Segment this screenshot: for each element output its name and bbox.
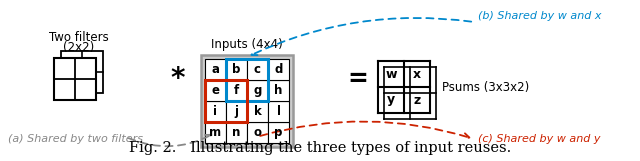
Bar	[226, 80, 247, 101]
Bar	[268, 122, 289, 143]
Bar	[268, 101, 289, 122]
Bar	[268, 80, 289, 101]
Bar	[226, 122, 247, 143]
Bar	[205, 122, 226, 143]
Bar	[247, 101, 268, 122]
Text: Two filters: Two filters	[49, 31, 108, 44]
Text: b: b	[232, 63, 241, 76]
Text: g: g	[253, 84, 262, 97]
Text: j: j	[234, 105, 239, 118]
Text: m: m	[209, 126, 221, 139]
Text: p: p	[275, 126, 283, 139]
Text: f: f	[234, 84, 239, 97]
Bar	[247, 59, 268, 80]
Text: w: w	[385, 67, 397, 80]
Bar	[268, 59, 289, 80]
Text: a: a	[211, 63, 220, 76]
Bar	[247, 122, 268, 143]
Bar	[226, 59, 247, 80]
Text: y: y	[387, 94, 395, 106]
Bar	[205, 80, 247, 122]
Text: Inputs (4x4): Inputs (4x4)	[211, 38, 283, 51]
Text: (b) Shared by w and x: (b) Shared by w and x	[478, 11, 602, 21]
Text: n: n	[232, 126, 241, 139]
Text: z: z	[413, 94, 420, 106]
Text: c: c	[254, 63, 261, 76]
Bar	[61, 51, 103, 93]
Text: k: k	[253, 105, 261, 118]
Text: (a) Shared by two filters: (a) Shared by two filters	[8, 134, 143, 144]
Bar	[54, 58, 96, 100]
Text: o: o	[253, 126, 262, 139]
Bar	[205, 80, 226, 101]
Bar	[226, 59, 268, 101]
Bar	[205, 59, 226, 80]
Text: d: d	[275, 63, 283, 76]
Text: *: *	[171, 65, 185, 93]
Text: (2x2): (2x2)	[63, 41, 94, 54]
Text: Fig. 2.   Illustrating the three types of input reuses.: Fig. 2. Illustrating the three types of …	[129, 141, 511, 155]
Bar	[205, 101, 226, 122]
Bar	[201, 55, 293, 147]
Text: Psums (3x3x2): Psums (3x3x2)	[442, 80, 529, 94]
Text: (c) Shared by w and y: (c) Shared by w and y	[478, 134, 600, 144]
Bar	[247, 80, 268, 101]
Text: l: l	[276, 105, 280, 118]
Text: e: e	[211, 84, 220, 97]
Text: h: h	[275, 84, 283, 97]
Text: =: =	[348, 67, 369, 91]
Text: i: i	[214, 105, 218, 118]
Bar	[226, 101, 247, 122]
Text: x: x	[413, 67, 421, 80]
